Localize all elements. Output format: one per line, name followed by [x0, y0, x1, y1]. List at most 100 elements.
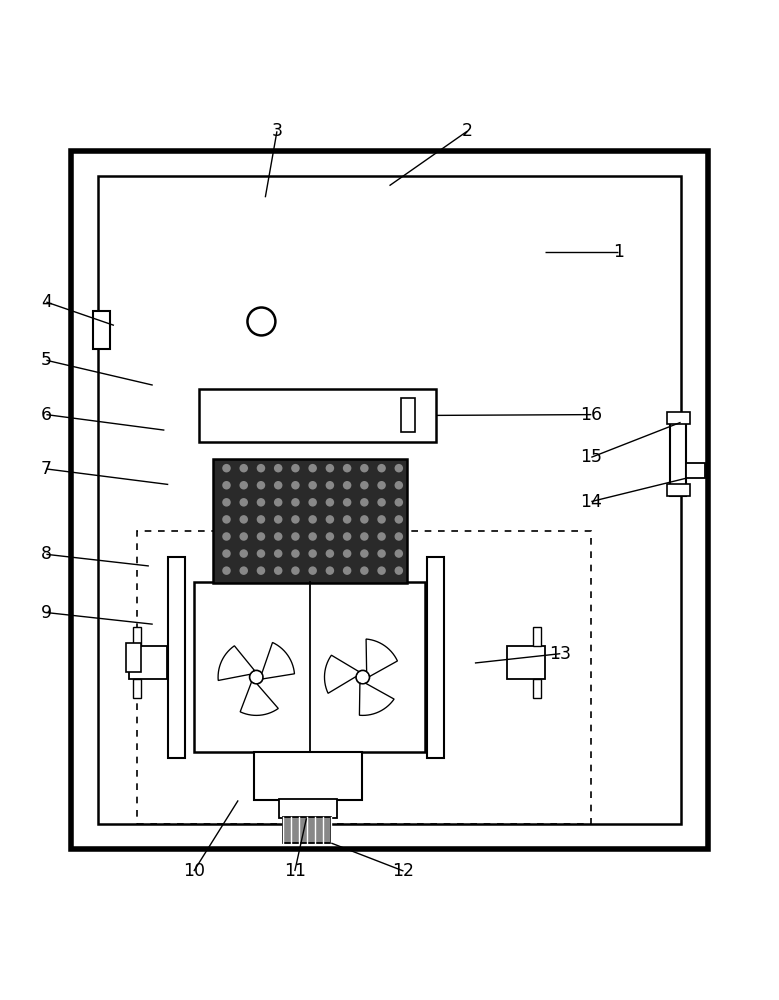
Circle shape	[360, 498, 368, 507]
Circle shape	[326, 498, 334, 507]
Bar	[533, 679, 541, 698]
Bar	[401, 398, 415, 432]
Bar	[533, 627, 541, 646]
Polygon shape	[218, 646, 255, 680]
Circle shape	[239, 566, 248, 575]
Circle shape	[377, 515, 386, 524]
Circle shape	[274, 515, 283, 524]
Circle shape	[257, 532, 265, 541]
Polygon shape	[359, 683, 394, 715]
Bar	[254, 752, 362, 800]
Circle shape	[377, 481, 386, 490]
Circle shape	[222, 515, 231, 524]
Polygon shape	[240, 682, 278, 715]
Polygon shape	[325, 655, 359, 693]
Circle shape	[274, 532, 283, 541]
Circle shape	[343, 566, 351, 575]
Text: 9: 9	[41, 604, 52, 622]
Circle shape	[222, 549, 231, 558]
Circle shape	[308, 532, 317, 541]
Text: 3: 3	[271, 122, 283, 140]
Circle shape	[222, 481, 231, 490]
Bar	[133, 679, 141, 698]
Circle shape	[274, 549, 283, 558]
Circle shape	[249, 670, 263, 684]
Circle shape	[308, 464, 317, 472]
Bar	[427, 557, 444, 758]
Circle shape	[308, 498, 317, 507]
Circle shape	[222, 464, 231, 472]
Bar	[125, 643, 141, 672]
Polygon shape	[366, 639, 397, 677]
Circle shape	[257, 498, 265, 507]
Bar	[93, 311, 110, 349]
Circle shape	[239, 549, 248, 558]
Circle shape	[377, 549, 386, 558]
Circle shape	[360, 549, 368, 558]
Circle shape	[257, 481, 265, 490]
Bar	[280, 799, 337, 818]
Bar	[133, 627, 141, 646]
Circle shape	[257, 549, 265, 558]
Circle shape	[291, 532, 300, 541]
Circle shape	[360, 515, 368, 524]
Circle shape	[343, 549, 351, 558]
Circle shape	[308, 481, 317, 490]
Circle shape	[222, 498, 231, 507]
Text: 12: 12	[393, 862, 414, 880]
Circle shape	[360, 532, 368, 541]
Circle shape	[326, 532, 334, 541]
Circle shape	[326, 566, 334, 575]
Circle shape	[394, 532, 403, 541]
Text: 13: 13	[549, 645, 571, 663]
Circle shape	[308, 549, 317, 558]
Circle shape	[326, 549, 334, 558]
Circle shape	[291, 515, 300, 524]
Circle shape	[274, 498, 283, 507]
Circle shape	[291, 566, 300, 575]
Bar	[667, 412, 690, 424]
Circle shape	[377, 566, 386, 575]
Text: 4: 4	[41, 293, 52, 311]
Text: 7: 7	[41, 460, 52, 478]
Circle shape	[326, 515, 334, 524]
Circle shape	[291, 549, 300, 558]
Circle shape	[377, 498, 386, 507]
Text: 15: 15	[580, 448, 602, 466]
Circle shape	[360, 566, 368, 575]
Circle shape	[394, 464, 403, 472]
Circle shape	[257, 464, 265, 472]
Bar	[213, 459, 407, 583]
Text: 16: 16	[580, 406, 602, 424]
Circle shape	[377, 532, 386, 541]
Bar	[686, 463, 706, 478]
Circle shape	[394, 566, 403, 575]
Bar	[283, 817, 331, 843]
Circle shape	[394, 549, 403, 558]
Circle shape	[343, 464, 351, 472]
Circle shape	[394, 481, 403, 490]
Bar	[71, 151, 708, 849]
Circle shape	[257, 566, 265, 575]
Bar	[667, 484, 690, 496]
Circle shape	[291, 498, 300, 507]
Circle shape	[308, 566, 317, 575]
Text: 1: 1	[613, 243, 624, 261]
Circle shape	[274, 464, 283, 472]
Circle shape	[239, 464, 248, 472]
Text: 11: 11	[284, 862, 306, 880]
Bar	[129, 646, 167, 679]
Circle shape	[326, 464, 334, 472]
Text: 14: 14	[580, 493, 602, 511]
Circle shape	[360, 481, 368, 490]
Bar	[199, 389, 436, 442]
Text: 2: 2	[462, 122, 473, 140]
Circle shape	[343, 481, 351, 490]
Circle shape	[239, 498, 248, 507]
Circle shape	[291, 481, 300, 490]
Text: 6: 6	[41, 406, 52, 424]
Polygon shape	[262, 642, 294, 679]
Bar	[98, 176, 681, 824]
Bar	[194, 582, 425, 752]
Circle shape	[248, 307, 276, 335]
